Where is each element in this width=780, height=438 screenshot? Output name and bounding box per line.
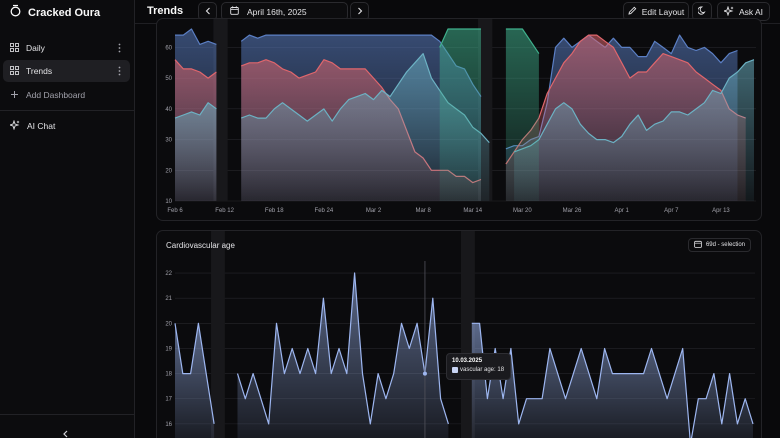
- data-gap: [211, 231, 225, 438]
- dashboard-grid-icon: [10, 42, 19, 54]
- y-tick-label: 17: [165, 397, 172, 403]
- dashboard-grid-icon: [10, 65, 19, 77]
- x-tick-label: Feb 18: [265, 208, 284, 214]
- more-vertical-icon[interactable]: [118, 43, 121, 53]
- y-tick-label: 20: [165, 321, 172, 327]
- series-3-line: [505, 28, 540, 54]
- y-tick-label: 50: [165, 76, 172, 82]
- tooltip-swatch: [452, 367, 458, 373]
- hover-point: [422, 371, 427, 376]
- data-gap: [461, 231, 475, 438]
- series-3-area: [505, 29, 539, 201]
- data-gap: [213, 19, 228, 201]
- chevron-right-icon: [357, 7, 363, 17]
- brand[interactable]: Cracked Oura: [10, 4, 100, 22]
- series-1-line: [174, 59, 217, 79]
- cardiovascular-age-area: [237, 273, 449, 438]
- cardiovascular-age-area: [175, 323, 215, 438]
- y-tick-label: 40: [165, 107, 172, 113]
- series-3-area: [439, 29, 481, 201]
- x-tick-label: Mar 20: [513, 208, 532, 214]
- page-title: Trends: [147, 5, 184, 17]
- x-tick-label: Mar 26: [563, 208, 582, 214]
- previous-day-button[interactable]: [198, 2, 217, 21]
- x-tick-label: Feb 24: [315, 208, 334, 214]
- y-tick-label: 18: [165, 372, 172, 378]
- cardiovascular-age-card: Cardiovascular age 69d - selection 16 17 1…: [156, 230, 762, 438]
- sparkles-icon: [722, 5, 734, 18]
- x-tick-label: Apr 7: [664, 208, 679, 214]
- x-tick-label: Feb 6: [167, 208, 183, 214]
- series-2-line: [513, 59, 755, 153]
- sidebar-footer-divider: [0, 414, 135, 415]
- trends-chart-card: 10 20 30 40 50 60 Feb 6 Feb 12 Feb 18 Feb 24 Mar 2…: [156, 18, 762, 221]
- series-2-area: [241, 53, 490, 201]
- more-vertical-icon[interactable]: [118, 66, 121, 76]
- x-tick-label: Feb 12: [215, 208, 234, 214]
- collapse-sidebar-icon[interactable]: [62, 425, 69, 438]
- series-2-line: [174, 102, 217, 119]
- sidebar-item-label: AI Chat: [27, 121, 56, 131]
- range-badge[interactable]: 69d - selection: [687, 238, 751, 252]
- series-2-area: [175, 102, 217, 201]
- y-tick-label: 30: [165, 138, 172, 144]
- sidebar-item-daily[interactable]: Daily: [3, 37, 130, 59]
- ask-ai-label: Ask AI: [738, 6, 764, 17]
- chart-tooltip: 10.03.2025 vascular age: 18: [446, 353, 511, 380]
- x-tick-label: Mar 14: [463, 208, 482, 214]
- moon-icon: [696, 6, 707, 17]
- sidebar-item-ai-chat[interactable]: AI Chat: [3, 115, 130, 137]
- sparkles-icon: [8, 119, 20, 132]
- cardiovascular-age-line: [174, 322, 215, 424]
- x-tick-label: Mar 8: [415, 208, 431, 214]
- cardiovascular-age-line: [471, 322, 754, 438]
- y-tick-label: 16: [165, 422, 172, 428]
- tooltip-date: 10.03.2025: [452, 358, 483, 364]
- app-name: Cracked Oura: [28, 7, 101, 19]
- y-tick-label: 21: [165, 296, 172, 302]
- sidebar: Cracked Oura Daily Trends Add Dashboard …: [0, 0, 135, 438]
- x-tick-label: Mar 2: [366, 208, 382, 214]
- sidebar-item-label: Trends: [26, 66, 53, 76]
- y-tick-label: 20: [165, 168, 172, 174]
- chart-title: Cardiovascular age: [166, 241, 235, 250]
- edit-layout-label: Edit Layout: [641, 6, 685, 17]
- x-tick-label: Apr 1: [614, 208, 629, 214]
- series-3-line: [439, 28, 481, 48]
- y-tick-label: 10: [165, 199, 172, 205]
- sidebar-item-label: Add Dashboard: [26, 90, 86, 100]
- plus-icon: [10, 90, 19, 101]
- chevron-left-icon: [205, 7, 211, 17]
- cardiovascular-age-chart[interactable]: 16 17 18 19 20 21 22: [157, 231, 762, 438]
- y-tick-label: 60: [165, 45, 172, 51]
- pencil-icon: [628, 6, 637, 17]
- y-tick-label: 22: [165, 271, 172, 277]
- range-badge-label: 69d - selection: [705, 242, 745, 248]
- selected-date: April 16th, 2025: [247, 6, 307, 17]
- series-0-line: [175, 28, 217, 45]
- trends-chart[interactable]: 10 20 30 40 50 60 Feb 6 Feb 12 Feb 18 Feb 24 Mar 2…: [157, 19, 762, 221]
- sidebar-divider: [0, 110, 135, 111]
- series-2-area: [514, 59, 754, 202]
- calendar-icon: [230, 6, 239, 17]
- x-tick-label: Apr 13: [712, 208, 730, 214]
- calendar-icon: [694, 240, 702, 250]
- sidebar-item-trends[interactable]: Trends: [3, 60, 130, 82]
- tooltip-value: vascular age: 18: [460, 367, 505, 373]
- add-dashboard-button[interactable]: Add Dashboard: [3, 84, 130, 106]
- y-tick-label: 19: [165, 346, 172, 352]
- cardiovascular-age-line: [236, 272, 449, 425]
- sidebar-item-label: Daily: [26, 43, 45, 53]
- series-1-line: [505, 34, 746, 165]
- ring-logo-icon: [10, 4, 21, 22]
